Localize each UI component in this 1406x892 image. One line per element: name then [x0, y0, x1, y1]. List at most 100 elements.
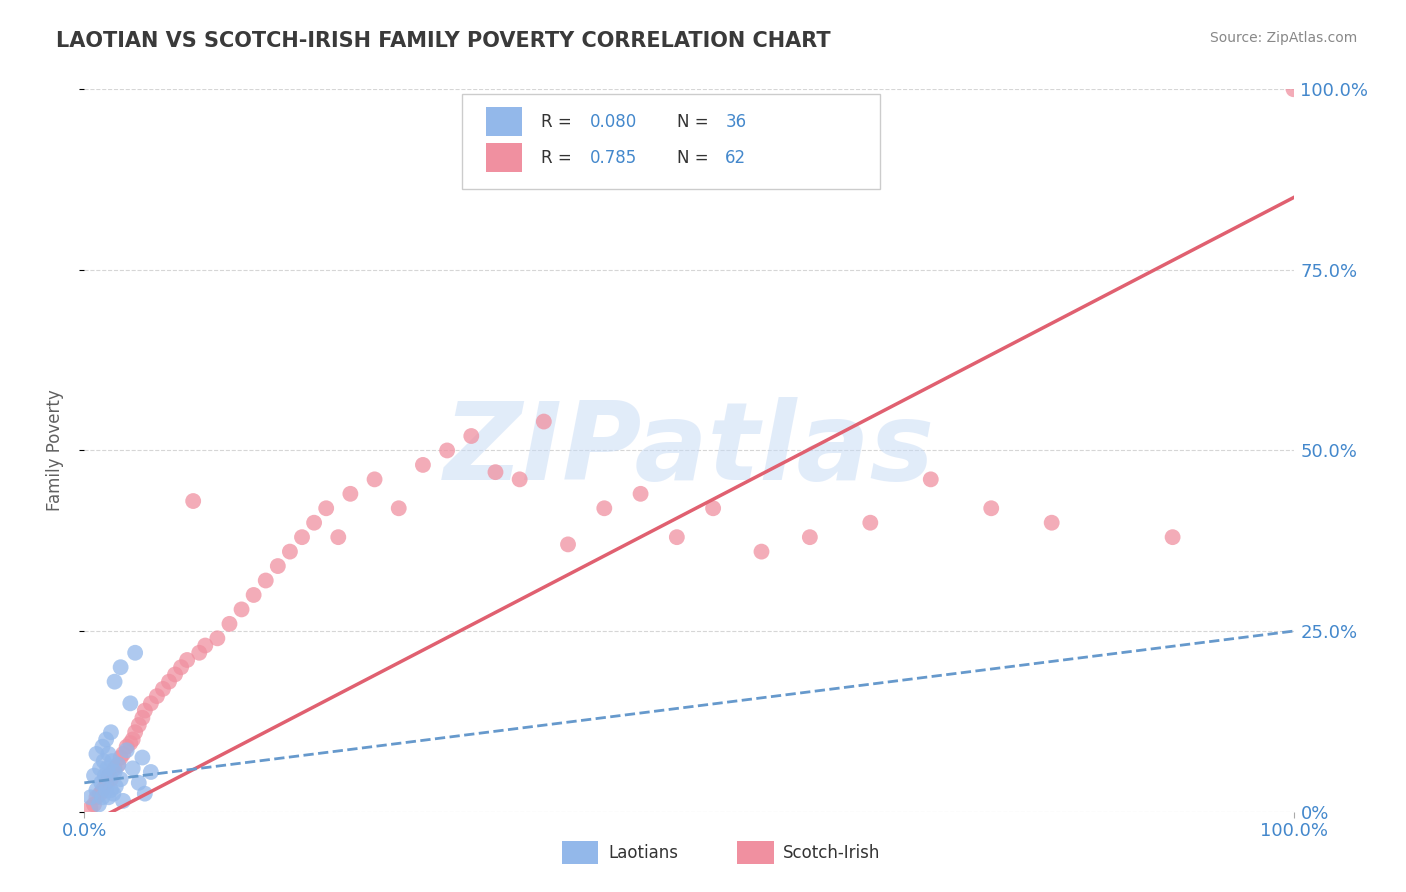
Point — [859, 516, 882, 530]
Point — [124, 725, 146, 739]
Y-axis label: Family Poverty: Family Poverty — [45, 390, 63, 511]
Point — [131, 750, 153, 764]
Point — [83, 797, 105, 812]
Bar — [562, 841, 599, 864]
Point — [146, 689, 169, 703]
Point — [194, 639, 217, 653]
Point — [920, 472, 942, 486]
Point — [1161, 530, 1184, 544]
Point — [121, 761, 143, 775]
Point — [436, 443, 458, 458]
Point — [112, 794, 135, 808]
Point — [97, 769, 120, 783]
Point — [557, 537, 579, 551]
Text: 36: 36 — [725, 112, 747, 131]
Point — [94, 783, 117, 797]
Point — [1282, 82, 1305, 96]
Point — [86, 783, 108, 797]
Point — [128, 718, 150, 732]
Point — [533, 415, 555, 429]
Point — [799, 530, 821, 544]
Point — [139, 764, 162, 779]
Point — [218, 616, 240, 631]
Point — [89, 761, 111, 775]
Point — [339, 487, 361, 501]
Point — [121, 732, 143, 747]
Point — [170, 660, 193, 674]
Point — [231, 602, 253, 616]
Point — [107, 757, 129, 772]
Point — [94, 769, 117, 783]
Text: Laotians: Laotians — [607, 844, 678, 862]
Point — [291, 530, 314, 544]
Text: 62: 62 — [725, 149, 747, 167]
Point — [110, 772, 132, 787]
Point — [152, 681, 174, 696]
FancyBboxPatch shape — [461, 95, 880, 189]
Point — [665, 530, 688, 544]
Point — [131, 711, 153, 725]
Point — [103, 787, 125, 801]
Text: N =: N = — [676, 149, 714, 167]
Text: R =: R = — [541, 149, 578, 167]
Point — [100, 772, 122, 787]
Point — [134, 787, 156, 801]
Point — [139, 696, 162, 710]
Text: R =: R = — [541, 112, 578, 131]
Bar — [486, 107, 522, 136]
Point — [86, 790, 108, 805]
Bar — [486, 144, 522, 172]
Text: Scotch-Irish: Scotch-Irish — [783, 844, 880, 862]
Point — [86, 747, 108, 761]
Point — [94, 732, 117, 747]
Point — [751, 544, 773, 558]
Point — [484, 465, 506, 479]
Point — [412, 458, 434, 472]
Point — [91, 783, 114, 797]
Point — [593, 501, 616, 516]
Point — [388, 501, 411, 516]
Point — [328, 530, 350, 544]
Point — [242, 588, 264, 602]
Point — [630, 487, 652, 501]
Point — [98, 769, 121, 783]
Point — [110, 660, 132, 674]
Point — [128, 776, 150, 790]
Point — [115, 743, 138, 757]
Point — [83, 769, 105, 783]
Point — [460, 429, 482, 443]
Point — [254, 574, 277, 588]
Text: LAOTIAN VS SCOTCH-IRISH FAMILY POVERTY CORRELATION CHART: LAOTIAN VS SCOTCH-IRISH FAMILY POVERTY C… — [56, 31, 831, 51]
Point — [157, 674, 180, 689]
Point — [93, 754, 115, 768]
Point — [302, 516, 325, 530]
Point — [165, 667, 187, 681]
Point — [112, 747, 135, 761]
Point — [115, 739, 138, 754]
Point — [89, 787, 111, 801]
Point — [110, 750, 132, 764]
Point — [100, 783, 122, 797]
Point — [207, 632, 229, 646]
Point — [176, 653, 198, 667]
Point — [267, 559, 290, 574]
Point — [104, 674, 127, 689]
Point — [100, 725, 122, 739]
Point — [278, 544, 301, 558]
Bar — [737, 841, 773, 864]
Point — [120, 736, 142, 750]
Point — [1040, 516, 1063, 530]
Text: 0.785: 0.785 — [589, 149, 637, 167]
Point — [97, 747, 120, 761]
Text: 0.080: 0.080 — [589, 112, 637, 131]
Point — [79, 790, 101, 805]
Point — [509, 472, 531, 486]
Point — [181, 494, 204, 508]
Point — [134, 704, 156, 718]
Point — [101, 754, 124, 768]
Point — [107, 757, 129, 772]
Point — [363, 472, 385, 486]
Point — [87, 797, 110, 812]
Point — [188, 646, 211, 660]
Point — [79, 801, 101, 815]
